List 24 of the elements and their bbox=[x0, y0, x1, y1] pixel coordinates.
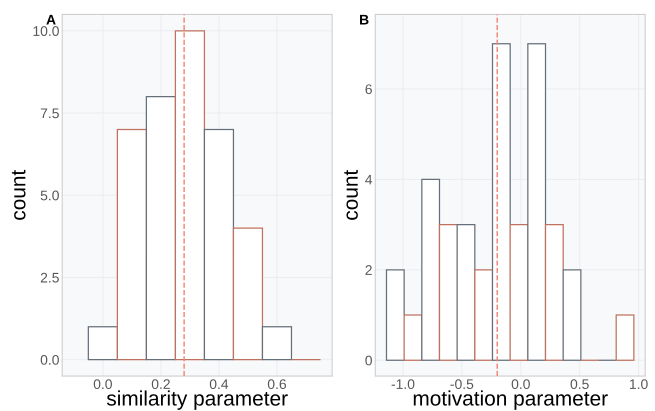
y-tick-label: 7.5 bbox=[40, 108, 59, 118]
y-tick-label: 5.0 bbox=[40, 190, 59, 200]
chart-title: B bbox=[360, 14, 368, 24]
y-tick-label: 0 bbox=[365, 356, 372, 366]
x-axis-title: similarity parameter bbox=[106, 390, 288, 410]
x-axis-title: motivation parameter bbox=[414, 390, 608, 410]
y-tick-label: 6 bbox=[365, 84, 372, 94]
y-tick-label: 0.0 bbox=[40, 354, 59, 365]
x-tick-label: 0.0 bbox=[512, 379, 530, 390]
x-tick-label: 1.0 bbox=[630, 379, 648, 390]
y-tick-label: 2 bbox=[365, 265, 372, 275]
y-tick-label: 4 bbox=[365, 174, 372, 184]
chart-title: A bbox=[46, 14, 56, 24]
x-tick-label: 0.0 bbox=[94, 379, 112, 390]
y-axis-title: count bbox=[344, 170, 358, 220]
x-tick-label: -0.5 bbox=[450, 379, 474, 390]
x-tick-label: 0.2 bbox=[152, 379, 170, 390]
x-tick-label: -1.0 bbox=[392, 379, 414, 390]
y-axis-title: count bbox=[12, 170, 26, 220]
y-tick-label: 10.0 bbox=[33, 26, 59, 36]
y-tick-label: 2.5 bbox=[40, 272, 59, 283]
x-tick-label: 0.4 bbox=[210, 379, 228, 390]
x-tick-label: 0.6 bbox=[268, 379, 286, 390]
x-tick-label: 0.5 bbox=[570, 379, 589, 390]
